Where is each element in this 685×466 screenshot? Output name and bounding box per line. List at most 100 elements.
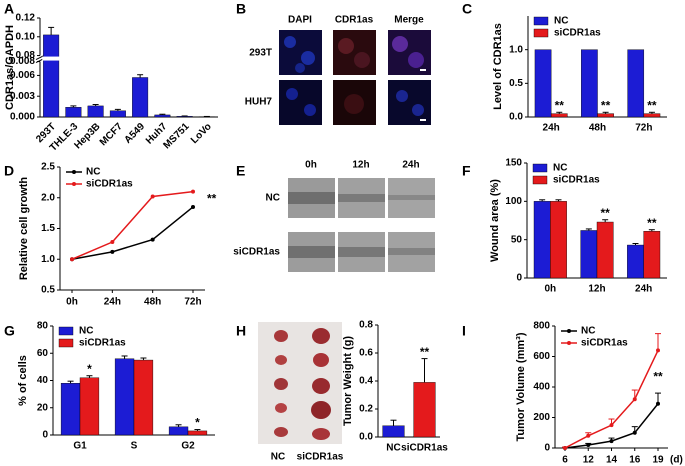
- x-unit: (d): [670, 455, 683, 466]
- scale-bar: [420, 119, 426, 121]
- annotation: **: [555, 98, 565, 112]
- x-tick-label: 19: [652, 455, 664, 466]
- wound: [338, 194, 385, 202]
- tumor: [312, 328, 330, 344]
- tumor: [274, 330, 288, 342]
- panel-label: C: [462, 1, 472, 17]
- panel-label: D: [4, 163, 14, 179]
- tumor: [312, 428, 330, 440]
- legend-label: NC: [554, 16, 568, 27]
- y-axis-label: Relative cell growth: [18, 177, 30, 281]
- bar: [187, 430, 208, 436]
- signal: [338, 38, 354, 54]
- y-tick-label: 100: [505, 196, 522, 207]
- wound: [288, 192, 335, 204]
- y-axis-label: Tumor Volume (mm³): [515, 332, 527, 441]
- row-label: HUH7: [245, 97, 273, 108]
- x-tick-label: 24h: [635, 284, 652, 295]
- photo-label: NC: [271, 452, 285, 463]
- column-label: 12h: [352, 160, 369, 171]
- wound: [388, 248, 435, 255]
- nucleus: [412, 104, 424, 116]
- legend-label: siCDR1as: [554, 28, 601, 39]
- y-tick-label: 0.5: [509, 78, 523, 89]
- panel-label: E: [236, 163, 245, 179]
- x-tick-label: 24h: [104, 297, 121, 308]
- bar: [596, 221, 614, 279]
- panel-label: B: [236, 1, 246, 17]
- x-tick-label: LoVo: [189, 121, 214, 146]
- y-tick-label: 0.12: [16, 13, 36, 24]
- legend-label: NC: [79, 326, 93, 337]
- wound: [388, 195, 435, 200]
- y-tick-label: 0.000: [10, 112, 35, 123]
- bar: [413, 382, 436, 438]
- y-tick-label: 0: [544, 443, 550, 454]
- image: [279, 80, 322, 125]
- tumor: [312, 378, 330, 394]
- scale-bar: [420, 69, 426, 71]
- point: [586, 433, 591, 438]
- x-tick-label: MCF7: [98, 121, 125, 148]
- bar: [580, 230, 598, 279]
- x-tick-label: A549: [122, 121, 147, 146]
- y-tick-label: 0.5: [41, 285, 55, 296]
- x-tick-label: 24h: [543, 123, 560, 134]
- y-tick-label: 0.0: [509, 112, 523, 123]
- y-tick-label: 60: [37, 348, 49, 359]
- legend-swatch: [58, 338, 74, 348]
- x-tick-label: siCDR1as: [401, 443, 448, 454]
- y-tick-label: 200: [533, 412, 550, 423]
- y-tick-label: 0.0: [359, 432, 373, 443]
- bar: [65, 107, 82, 118]
- panel-h-photo: NC siCDR1as: [258, 322, 344, 463]
- y-tick-label: 400: [533, 382, 550, 393]
- y-tick-label: 0.2: [359, 404, 373, 415]
- legend-label: NC: [581, 326, 595, 337]
- column-label: DAPI: [288, 15, 312, 26]
- y-tick-label: 0.006: [10, 70, 35, 81]
- line: [71, 190, 194, 260]
- signal: [392, 36, 408, 52]
- y-tick-label: 150: [505, 158, 522, 169]
- tumor: [311, 401, 331, 419]
- image: [388, 80, 431, 125]
- y-tick-label: 20: [37, 402, 49, 413]
- panel-label: G: [4, 323, 15, 339]
- annotation: **: [600, 206, 610, 220]
- point: [632, 397, 637, 402]
- x-tick-label: 12h: [588, 284, 605, 295]
- x-tick-label: 72h: [184, 297, 201, 308]
- y-axis-label: Level of CDR1as: [492, 23, 504, 110]
- point: [110, 249, 115, 254]
- legend-label: NC: [86, 167, 100, 178]
- x-tick-label: 16: [629, 455, 641, 466]
- bar: [643, 113, 661, 118]
- wound: [338, 247, 385, 257]
- legend-label: siCDR1as: [86, 179, 133, 190]
- legend-label: siCDR1as: [79, 338, 126, 349]
- y-axis-label: % of cells: [17, 355, 29, 406]
- column-label: 24h: [402, 160, 419, 171]
- y-tick-label: 800: [533, 321, 550, 332]
- bar: [382, 425, 405, 438]
- x-tick-label: G2: [181, 441, 195, 452]
- y-axis-label: Tumor Weight (g): [342, 336, 354, 426]
- row-label: NC: [266, 193, 280, 204]
- y-tick-label: 0.08: [16, 50, 36, 61]
- tumor: [275, 355, 287, 365]
- point: [150, 237, 155, 242]
- bar: [60, 383, 81, 436]
- annotation: *: [195, 416, 200, 430]
- nucleus: [304, 104, 316, 116]
- x-tick-label: S: [131, 441, 138, 452]
- bar: [627, 49, 645, 118]
- bar: [627, 244, 644, 279]
- bar: [643, 231, 661, 279]
- bar-break: [42, 56, 61, 61]
- x-tick-label: 0h: [66, 297, 78, 308]
- nucleus: [396, 90, 408, 102]
- x-tick-label: NC: [386, 443, 400, 454]
- annotation: *: [87, 362, 92, 376]
- legend-marker: [72, 182, 76, 186]
